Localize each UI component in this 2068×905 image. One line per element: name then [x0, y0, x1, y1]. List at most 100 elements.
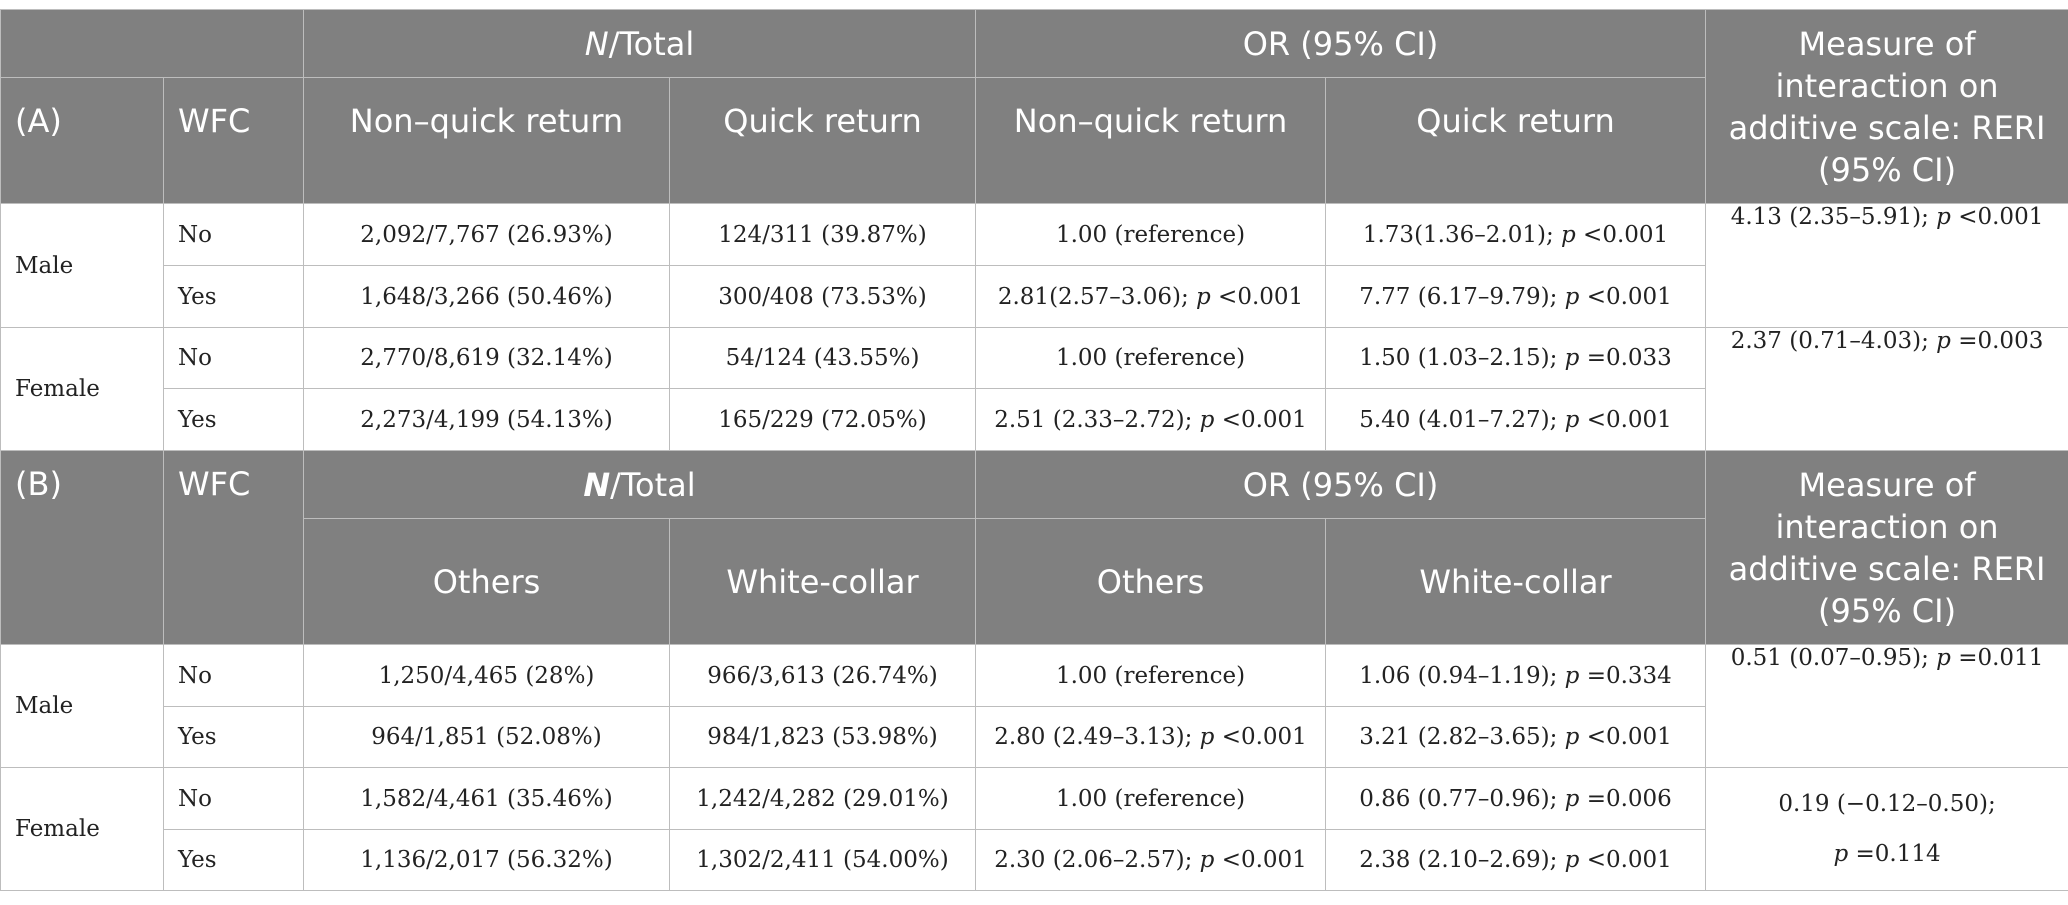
reri-cell: 2.37 (0.71–4.03); p =0.003: [1705, 327, 2068, 451]
n-cell: 124/311 (39.87%): [668, 203, 977, 266]
or-value: 1.00 (reference): [1055, 221, 1246, 248]
reri-value: 0.51 (0.07–0.95);: [1730, 645, 1937, 671]
n-symbol: N: [583, 465, 611, 504]
reri-cell: 4.13 (2.35–5.91); p <0.001: [1705, 203, 2068, 328]
table-row: Yes 1,136/2,017 (56.32%) 1,302/2,411 (54…: [1, 829, 2068, 891]
or-cell: 3.21 (2.82–3.65); p <0.001: [1325, 706, 1707, 768]
wfc-cell: Yes: [163, 829, 304, 891]
section-b-header-row-1: (B) WFC N/Total OR (95% CI) Measure of i…: [0, 450, 2068, 645]
sex-cell-male: Male: [0, 203, 164, 328]
p-symbol: p: [1199, 724, 1215, 750]
results-table: N/Total OR (95% CI) Measure of interacti…: [0, 9, 2068, 891]
p-symbol: p: [1564, 785, 1580, 812]
p-symbol: p: [1936, 204, 1951, 230]
p-value: <0.001: [1575, 221, 1669, 248]
n-cell: 2,273/4,199 (54.13%): [303, 388, 670, 451]
col-quick-return: Quick return: [668, 77, 977, 204]
p-value: <0.001: [1950, 204, 2044, 230]
or-value: 1.00 (reference): [1055, 785, 1246, 812]
n-cell: 1,136/2,017 (56.32%): [303, 829, 670, 891]
or-cell: 2.81(2.57–3.06); p <0.001: [975, 265, 1327, 328]
table-row: Female No 1,582/4,461 (35.46%) 1,242/4,2…: [0, 767, 2068, 891]
sex-cell-female: Female: [0, 767, 164, 891]
n-cell: 1,302/2,411 (54.00%): [668, 829, 977, 891]
col-others: Others: [303, 518, 670, 645]
p-symbol: p: [1564, 283, 1580, 310]
or-value: 2.51 (2.33–2.72);: [994, 406, 1200, 433]
or-header: OR (95% CI): [975, 9, 1707, 78]
section-a-header-row-2: (A) WFC Non–quick return Quick return No…: [0, 77, 2068, 204]
p-symbol: p: [1561, 221, 1576, 248]
wfc-header-a: WFC: [163, 77, 304, 204]
n-total-header: N/Total: [302, 9, 977, 78]
table-row: Male No 1,250/4,465 (28%) 966/3,613 (26.…: [0, 644, 2068, 768]
p-symbol: p: [1936, 645, 1951, 671]
p-value: =0.334: [1579, 662, 1672, 689]
col-or-others: Others: [975, 518, 1327, 645]
table-row: Yes 1,648/3,266 (50.46%) 300/408 (73.53%…: [1, 265, 2068, 328]
n-cell: 1,648/3,266 (50.46%): [303, 265, 670, 328]
or-cell: 1.06 (0.94–1.19); p =0.334: [1325, 644, 1707, 707]
n-cell: 1,250/4,465 (28%): [303, 644, 670, 707]
p-value: <0.001: [1210, 283, 1304, 310]
or-cell: 2.38 (2.10–2.69); p <0.001: [1325, 829, 1707, 891]
reri-cell: 0.51 (0.07–0.95); p =0.011: [1705, 644, 2068, 768]
table-row: Male No 2,092/7,767 (26.93%) 124/311 (39…: [0, 203, 2068, 328]
n-cell: 966/3,613 (26.74%): [668, 644, 977, 707]
col-or-white-collar: White-collar: [1325, 518, 1707, 645]
reri-value: 2.37 (0.71–4.03);: [1730, 328, 1937, 354]
n-total-rest: /Total: [610, 465, 696, 504]
panel-label-b: (B): [0, 450, 164, 645]
n-symbol: N: [584, 24, 609, 63]
or-cell: 5.40 (4.01–7.27); p <0.001: [1325, 388, 1707, 451]
or-value: 3.21 (2.82–3.65);: [1359, 724, 1565, 750]
col-or-quick-return: Quick return: [1325, 77, 1707, 204]
reri-header: Measure of interaction on additive scale…: [1705, 9, 2068, 204]
table-row: Yes 2,273/4,199 (54.13%) 165/229 (72.05%…: [1, 388, 2068, 451]
wfc-cell: Yes: [163, 706, 304, 768]
or-value: 1.50 (1.03–2.15);: [1359, 345, 1565, 371]
n-total-rest: /Total: [608, 24, 695, 63]
section-b-header-row-2: Others White-collar Others White-collar: [1, 518, 2068, 645]
p-symbol: p: [1936, 328, 1951, 354]
or-value: 1.00 (reference): [1055, 345, 1246, 371]
wfc-cell: Yes: [163, 265, 304, 328]
or-value: 1.06 (0.94–1.19);: [1359, 662, 1565, 689]
col-non-quick-return: Non–quick return: [303, 77, 670, 204]
wfc-cell: No: [163, 327, 304, 389]
n-cell: 1,582/4,461 (35.46%): [303, 767, 670, 830]
p-symbol: p: [1564, 406, 1580, 433]
header-empty-cell: [0, 9, 304, 78]
sex-cell-male: Male: [0, 644, 164, 768]
or-cell: 1.73(1.36–2.01); p <0.001: [1325, 203, 1707, 266]
or-cell: 1.00 (reference): [975, 327, 1327, 389]
or-value: 2.30 (2.06–2.57);: [994, 847, 1200, 873]
panel-label-a: (A): [0, 77, 164, 204]
reri-header-text: Measure of interaction on additive scale…: [1728, 24, 2046, 189]
or-value: 2.80 (2.49–3.13);: [994, 724, 1200, 750]
reri-cell: 0.19 (−0.12–0.50); p =0.114: [1705, 767, 2068, 891]
col-white-collar: White-collar: [668, 518, 977, 645]
reri-value: 0.19 (−0.12–0.50);: [1778, 791, 1996, 817]
p-symbol: p: [1199, 847, 1215, 873]
p-symbol: p: [1564, 847, 1580, 873]
p-symbol: p: [1196, 283, 1211, 310]
p-value: <0.001: [1579, 724, 1672, 750]
n-cell: 300/408 (73.53%): [668, 265, 977, 328]
col-or-non-quick-return: Non–quick return: [975, 77, 1327, 204]
or-value: 2.38 (2.10–2.69);: [1359, 847, 1565, 873]
n-cell: 2,092/7,767 (26.93%): [303, 203, 670, 266]
or-cell: 2.30 (2.06–2.57); p <0.001: [975, 829, 1327, 891]
p-value: <0.001: [1579, 406, 1672, 433]
or-value: 5.40 (4.01–7.27);: [1359, 406, 1565, 433]
or-cell: 2.51 (2.33–2.72); p <0.001: [975, 388, 1327, 451]
p-value: =0.006: [1579, 785, 1672, 812]
n-cell: 54/124 (43.55%): [668, 327, 977, 389]
table-row: Female No 2,770/8,619 (32.14%) 54/124 (4…: [0, 327, 2068, 451]
p-symbol: p: [1833, 841, 1849, 867]
n-cell: 165/229 (72.05%): [668, 388, 977, 451]
wfc-cell: No: [163, 203, 304, 266]
sex-cell-female: Female: [0, 327, 164, 451]
reri-header-text: Measure of interaction on additive scale…: [1728, 465, 2046, 630]
p-value: =0.011: [1950, 645, 2044, 671]
